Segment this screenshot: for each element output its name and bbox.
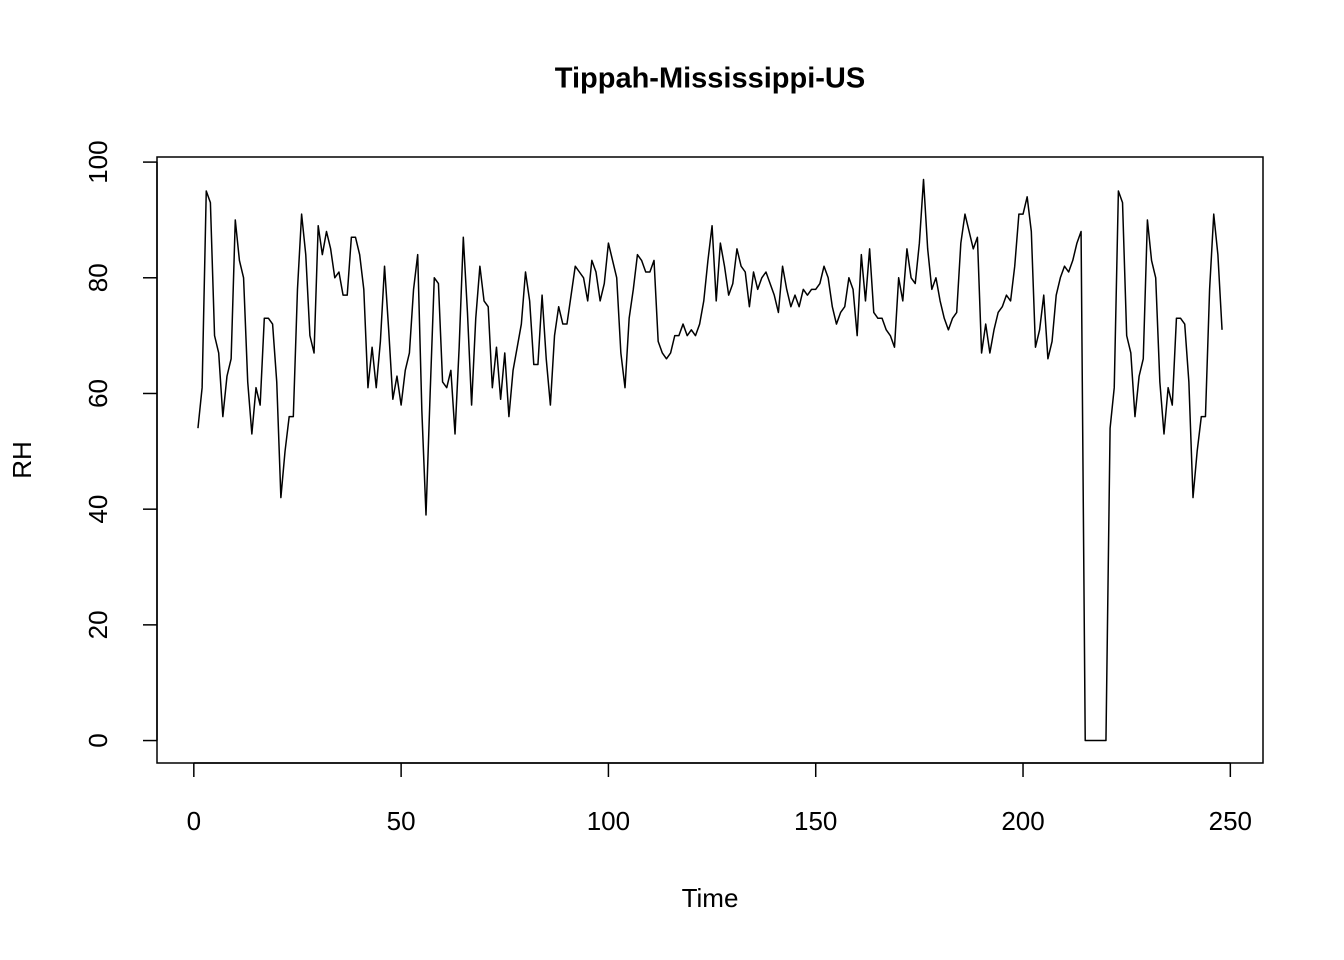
x-tick-label: 100 (587, 806, 630, 836)
y-tick-label: 40 (83, 495, 113, 524)
y-tick-label: 60 (83, 379, 113, 408)
x-tick-label: 250 (1209, 806, 1252, 836)
data-line (197, 178, 1223, 742)
y-tick-label: 100 (83, 140, 113, 183)
y-tick-label: 80 (83, 263, 113, 292)
y-axis-label: RH (7, 441, 37, 479)
x-tick-label: 150 (794, 806, 837, 836)
y-tick-label: 20 (83, 610, 113, 639)
x-tick-label: 0 (187, 806, 201, 836)
x-axis-label: Time (682, 883, 739, 913)
chart-title: Tippah-Mississippi-US (555, 63, 865, 95)
y-tick-label: 0 (83, 733, 113, 747)
x-tick-label: 200 (1001, 806, 1044, 836)
x-tick-label: 50 (387, 806, 416, 836)
